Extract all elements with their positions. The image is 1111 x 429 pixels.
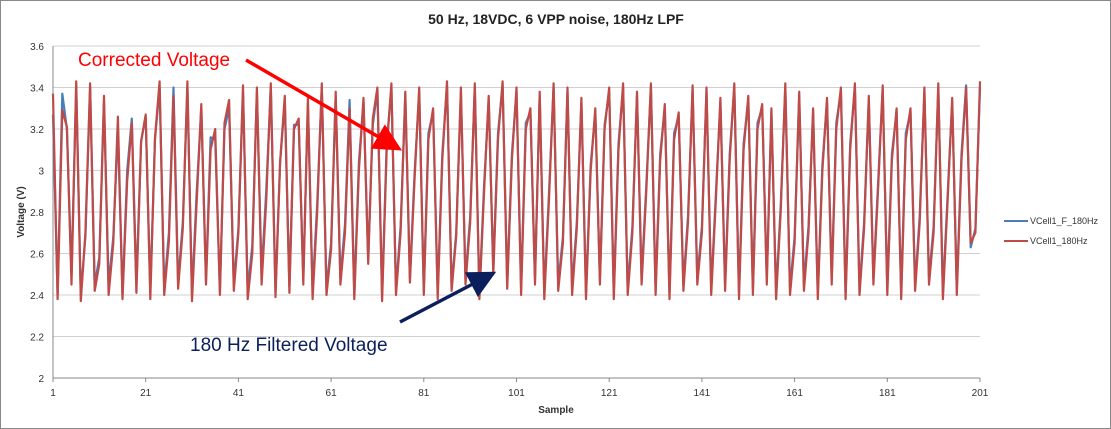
x-tick-label: 21 <box>140 388 152 399</box>
annotation-arrow-corrected <box>245 58 403 151</box>
annotation-corrected-voltage: Corrected Voltage <box>78 50 230 71</box>
x-tick-label: 101 <box>508 388 525 399</box>
annotation-filtered-voltage: 180 Hz Filtered Voltage <box>190 335 388 356</box>
y-axis-label: Voltage (V) <box>16 186 27 237</box>
x-tick-label: 41 <box>233 388 245 399</box>
x-tick-label: 81 <box>418 388 430 399</box>
y-tick-label: 2.4 <box>30 291 44 302</box>
series-line-VCell1_180Hz <box>51 80 982 303</box>
x-tick-label: 181 <box>879 388 896 399</box>
x-tick-label: 121 <box>601 388 618 399</box>
y-tick-label: 2.8 <box>30 208 44 219</box>
legend-label-filtered: VCell1_F_180Hz <box>1030 216 1099 226</box>
y-tick-label: 3.2 <box>30 125 44 136</box>
x-tick-label: 201 <box>972 388 989 399</box>
x-tick-label: 61 <box>326 388 338 399</box>
chart-title: 50 Hz, 18VDC, 6 VPP noise, 180Hz LPF <box>428 11 684 27</box>
x-tick-label: 1 <box>50 388 56 399</box>
y-tick-label: 3 <box>38 167 44 178</box>
y-tick-label: 2 <box>38 374 44 385</box>
y-tick-label: 2.6 <box>30 250 44 261</box>
annotation-arrow-filtered <box>399 271 497 324</box>
y-tick-label: 3.4 <box>30 84 44 95</box>
y-tick-label: 3.6 <box>30 42 44 53</box>
x-axis-label: Sample <box>538 405 574 416</box>
legend: VCell1_F_180Hz VCell1_180Hz <box>1004 216 1099 246</box>
x-tick-label: 161 <box>786 388 803 399</box>
y-tick-label: 2.2 <box>30 333 44 344</box>
x-tick-label: 141 <box>694 388 711 399</box>
legend-label-corrected: VCell1_180Hz <box>1030 236 1088 246</box>
